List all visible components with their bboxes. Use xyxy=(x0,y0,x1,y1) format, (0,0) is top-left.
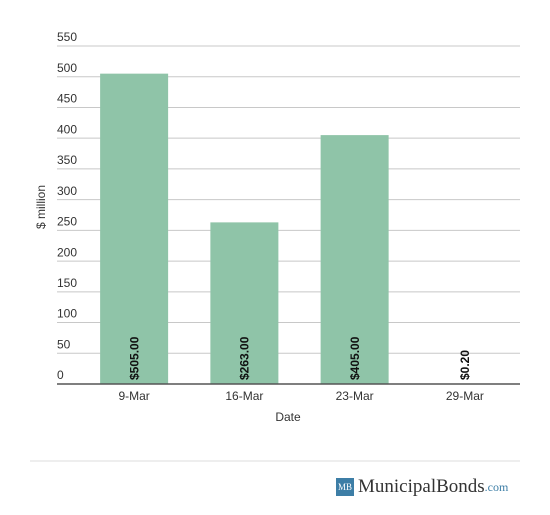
domain: .com xyxy=(485,480,509,494)
y-tick-label: 550 xyxy=(57,30,77,44)
y-tick-label: 200 xyxy=(57,245,77,259)
bar xyxy=(320,135,389,384)
bar xyxy=(210,222,279,384)
logo-icon: MB xyxy=(338,482,352,492)
value-label: $505.00 xyxy=(127,336,141,380)
y-tick-label: 450 xyxy=(57,92,77,106)
y-tick-label: 400 xyxy=(57,122,77,136)
logo-brand: MunicipalBonds.com xyxy=(358,476,509,497)
value-label: $0.20 xyxy=(458,350,472,380)
y-tick-label: 350 xyxy=(57,153,77,167)
bar xyxy=(100,73,169,385)
y-tick-label: 50 xyxy=(57,337,71,351)
x-tick-label: 29-Mar xyxy=(446,389,484,403)
y-tick-label: 0 xyxy=(57,368,64,382)
value-label: $263.00 xyxy=(238,336,252,380)
x-tick-label: 16-Mar xyxy=(225,389,263,403)
y-tick-label: 250 xyxy=(57,215,77,229)
y-tick-label: 100 xyxy=(57,307,77,321)
x-tick-label: 23-Mar xyxy=(336,389,374,403)
y-tick-label: 500 xyxy=(57,61,77,75)
logo-box xyxy=(336,478,354,496)
y-axis-label: $ million xyxy=(34,185,48,229)
x-axis-label: Date xyxy=(275,410,301,424)
value-label: $405.00 xyxy=(348,336,362,380)
brand: MunicipalBonds xyxy=(358,476,485,497)
y-tick-label: 150 xyxy=(57,276,77,290)
x-tick-label: 9-Mar xyxy=(118,389,149,403)
y-tick-label: 300 xyxy=(57,184,77,198)
